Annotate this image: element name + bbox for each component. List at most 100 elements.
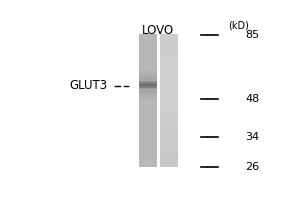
Bar	[139, 89, 157, 90]
Bar	[139, 56, 157, 57]
Bar	[160, 134, 178, 135]
Bar	[160, 46, 178, 48]
Bar	[160, 131, 178, 133]
Bar	[160, 38, 178, 40]
Bar	[160, 66, 178, 68]
Bar	[160, 52, 178, 53]
Bar	[139, 118, 157, 120]
Bar	[139, 49, 157, 51]
Bar	[139, 38, 157, 40]
Bar	[139, 77, 157, 78]
Bar	[160, 91, 178, 93]
Bar	[160, 86, 178, 88]
Bar	[160, 50, 178, 52]
Bar	[160, 97, 178, 98]
Bar	[139, 90, 157, 92]
Bar	[160, 142, 178, 143]
Bar	[139, 46, 157, 48]
Bar	[160, 77, 178, 78]
Bar	[160, 146, 178, 147]
Bar	[160, 87, 178, 89]
Bar	[139, 126, 157, 127]
Bar	[139, 60, 157, 61]
Text: (kD): (kD)	[228, 21, 249, 31]
Bar	[160, 138, 178, 139]
Bar	[160, 48, 178, 49]
Bar	[139, 162, 157, 163]
Bar	[160, 64, 178, 65]
Bar	[160, 160, 178, 162]
Bar	[139, 163, 157, 165]
Bar	[139, 109, 157, 110]
Bar	[160, 90, 178, 92]
Bar	[160, 121, 178, 122]
Bar	[160, 94, 178, 96]
Bar	[139, 144, 157, 146]
Bar	[139, 87, 157, 89]
Bar	[139, 70, 157, 72]
Bar	[160, 107, 178, 109]
Bar	[139, 53, 157, 55]
Bar	[139, 101, 157, 102]
Bar	[139, 58, 157, 60]
Bar	[160, 95, 178, 97]
Bar	[139, 74, 157, 76]
Bar	[160, 109, 178, 110]
Bar	[160, 113, 178, 114]
Bar	[160, 126, 178, 127]
Bar	[160, 58, 178, 60]
Bar	[160, 70, 178, 72]
Bar	[160, 127, 178, 129]
Bar	[139, 61, 157, 63]
Bar	[160, 56, 178, 57]
Bar	[139, 136, 157, 138]
Bar	[139, 156, 157, 158]
Bar	[139, 85, 157, 86]
Bar	[160, 61, 178, 63]
Bar	[139, 140, 157, 142]
Bar	[139, 113, 157, 114]
Bar	[139, 36, 157, 37]
Bar	[139, 125, 157, 126]
Bar	[139, 151, 157, 153]
Bar	[160, 159, 178, 161]
Bar	[157, 35, 160, 167]
Text: 26: 26	[246, 162, 260, 172]
Bar	[160, 99, 178, 101]
Bar	[139, 150, 157, 151]
Bar	[139, 105, 157, 106]
Bar	[139, 130, 157, 131]
Bar	[139, 93, 157, 94]
Bar	[139, 73, 157, 75]
Bar	[160, 162, 178, 163]
Bar	[160, 105, 178, 106]
Bar	[160, 147, 178, 149]
Bar	[160, 152, 178, 154]
Bar	[139, 97, 157, 98]
Bar	[160, 164, 178, 166]
Bar	[139, 91, 157, 93]
Bar	[139, 98, 157, 100]
Bar	[160, 41, 178, 43]
Bar	[139, 44, 157, 45]
Bar	[139, 95, 157, 97]
Bar	[160, 154, 178, 155]
Bar	[139, 69, 157, 71]
Bar	[160, 49, 178, 51]
Bar	[160, 139, 178, 141]
Bar	[160, 81, 178, 82]
Bar	[160, 93, 178, 94]
Bar	[139, 86, 157, 88]
Bar	[160, 166, 178, 167]
Bar	[160, 34, 178, 36]
Bar	[160, 143, 178, 145]
Bar	[160, 80, 178, 81]
Bar	[139, 41, 157, 43]
Bar	[139, 160, 157, 162]
Bar	[139, 81, 157, 82]
Text: 48: 48	[246, 94, 260, 104]
Bar	[139, 45, 157, 47]
Bar	[139, 99, 157, 101]
Bar	[160, 72, 178, 73]
Bar	[139, 78, 157, 80]
